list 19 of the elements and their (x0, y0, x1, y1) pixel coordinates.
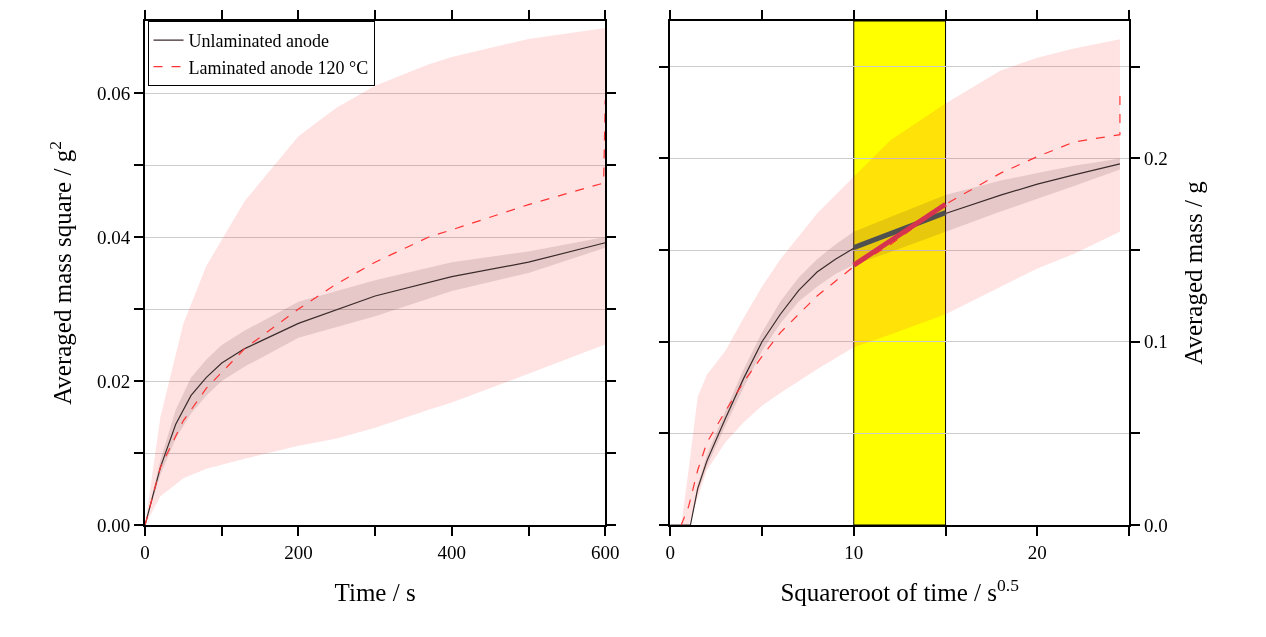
x-tick-label: 200 (284, 541, 313, 563)
y2-tick-label: 0.2 (1143, 148, 1168, 170)
x-tick-label: 0 (665, 541, 675, 563)
x-axis-title: Squareroot of time / s$^{0.5}$ (780, 574, 1020, 607)
text: 0.00 (97, 514, 131, 536)
legend-label: Unlaminated anode (188, 31, 329, 52)
y-tick-label: 0.04 (97, 226, 131, 248)
y-tick-label: 0.02 (97, 370, 131, 392)
x-tick-label: 600 (590, 541, 620, 563)
x-tick-label: 400 (437, 541, 467, 563)
legend-label: Laminated anode 120 °C (188, 57, 369, 78)
y2-axis-title: Averaged mass / g (1180, 180, 1208, 365)
x-tick-label: 10 (844, 541, 864, 563)
x-tick-label: 0 (140, 541, 150, 563)
y2-tick-label: 0.0 (1143, 514, 1168, 536)
x-tick-label: 20 (1027, 541, 1047, 563)
y2-tick-label: 0.1 (1143, 331, 1168, 353)
x-axis-title: Time / s (334, 579, 416, 607)
y-tick-label: 0.06 (97, 82, 131, 104)
